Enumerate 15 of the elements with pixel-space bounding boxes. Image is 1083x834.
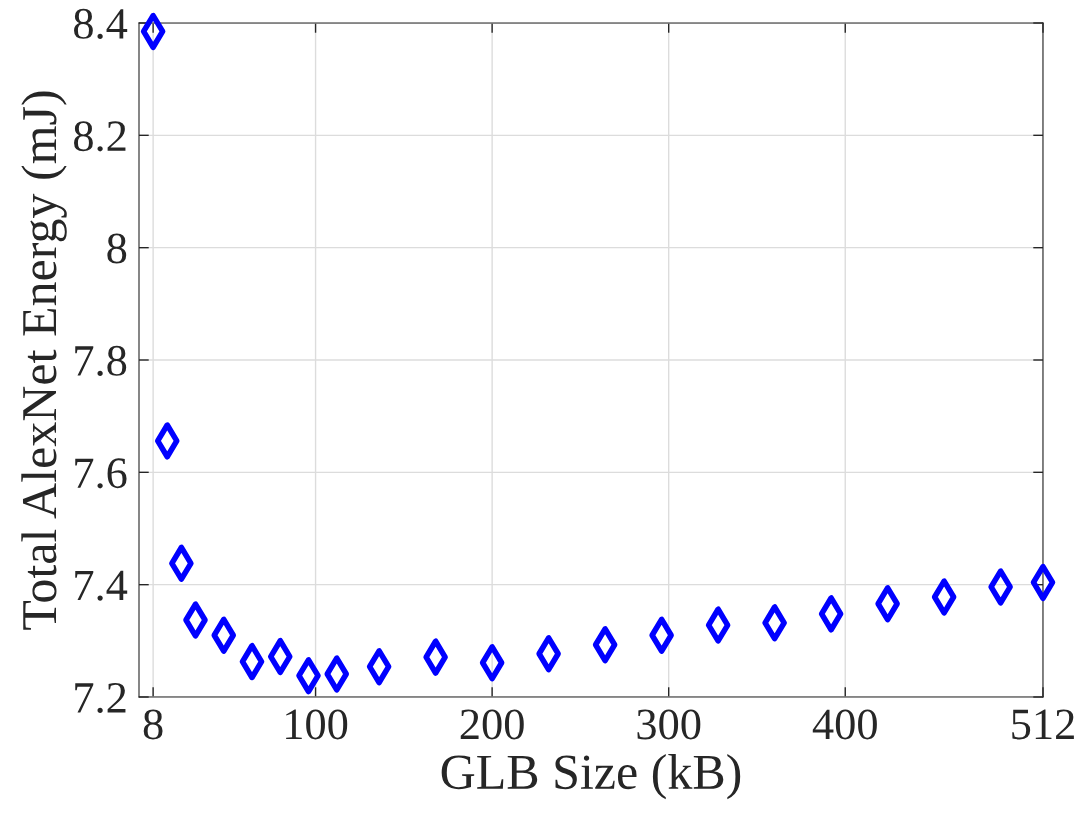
x-tick-label: 300 [637, 709, 701, 740]
x-tick-label: 200 [460, 709, 524, 740]
y-tick-label: 7.2 [75, 682, 126, 714]
y-axis-title: Total AlexNet Energy (mJ) [21, 91, 67, 630]
y-tick-label: 7.8 [75, 345, 127, 377]
y-tick-label: 8.4 [74, 8, 128, 40]
y-tick-label: 8 [107, 233, 127, 264]
y-tick-label: 8.2 [74, 121, 126, 152]
y-tick-label: 7.4 [75, 570, 128, 601]
x-tick-label: 100 [286, 709, 348, 740]
x-tick-label: 400 [812, 709, 877, 740]
x-tick-label: 512 [1012, 709, 1074, 740]
y-tick-label: 7.6 [75, 458, 127, 489]
x-axis-title: GLB Size (kB) [441, 753, 741, 800]
x-tick-label: 8 [143, 709, 163, 740]
